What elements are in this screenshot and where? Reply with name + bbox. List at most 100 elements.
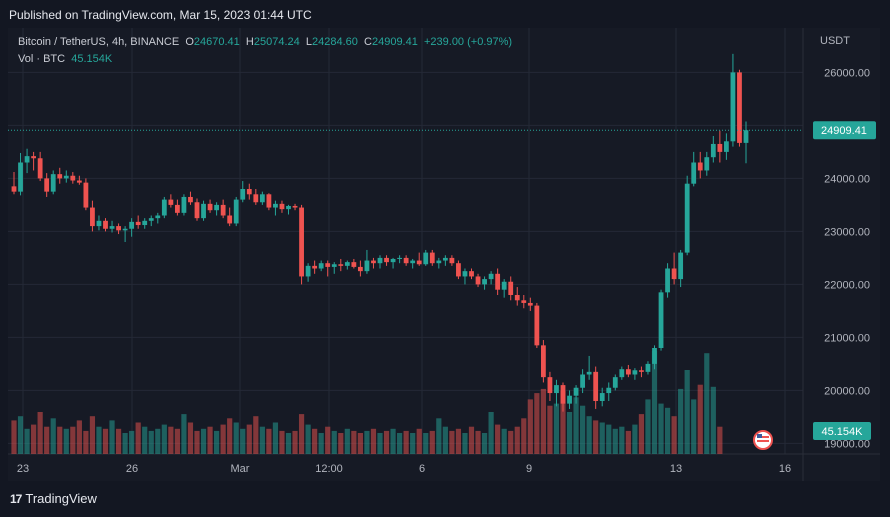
candle-body <box>344 262 350 266</box>
volume-bar <box>11 420 17 454</box>
candle-body <box>318 263 324 269</box>
candle-body <box>737 72 742 143</box>
candle-body <box>305 265 311 277</box>
flag-canton-icon <box>757 434 762 438</box>
volume-bar <box>416 428 422 454</box>
last-price-tag: 24909.41 <box>821 125 867 137</box>
volume-bar <box>344 428 350 454</box>
x-tick-label: 12:00 <box>315 463 343 475</box>
volume-bar <box>481 433 488 454</box>
volume-bar <box>377 433 383 454</box>
volume-label: Vol · BTC <box>18 53 66 65</box>
candle-body <box>351 262 357 267</box>
tradingview-footer[interactable]: 17 TradingView <box>10 491 97 506</box>
volume-bar <box>560 391 566 454</box>
candle-body <box>103 220 108 229</box>
candle-body <box>181 196 187 213</box>
candle-body <box>266 194 272 208</box>
volume-bar <box>200 428 207 454</box>
y-tick-label: 26000.00 <box>824 67 870 79</box>
candle-body <box>416 260 422 265</box>
last-price-tag-bg <box>813 121 876 140</box>
open-value: 24670.41 <box>193 36 240 48</box>
candle-body <box>691 162 697 184</box>
volume-bar <box>508 430 514 454</box>
candle-body <box>508 281 514 295</box>
volume-bar <box>566 412 573 454</box>
y-tick-label: 19000.00 <box>824 438 870 450</box>
volume-bar <box>142 426 148 454</box>
low-value: 24284.60 <box>312 36 358 48</box>
volume-bar <box>397 433 403 454</box>
candle-body <box>253 194 259 203</box>
volume-bar <box>338 433 344 454</box>
volume-bar <box>253 416 259 454</box>
candle-body <box>390 258 396 263</box>
volume-bar <box>488 412 494 454</box>
brand-label: TradingView <box>25 491 97 506</box>
volume-bar <box>155 428 161 454</box>
volume-bar <box>181 414 187 454</box>
volume-bar <box>70 426 76 454</box>
volume-bar <box>495 424 501 454</box>
candle-body <box>429 252 435 264</box>
candle-body <box>501 281 507 290</box>
volume-bar <box>403 430 409 454</box>
candle-body <box>665 268 670 293</box>
candle-body <box>90 207 95 227</box>
flag-stripe-icon <box>757 440 769 442</box>
candle-body <box>547 377 553 394</box>
candle-body <box>116 226 121 231</box>
x-tick-label: 13 <box>670 463 682 475</box>
volume-bar <box>684 370 690 454</box>
chart-legend: Bitcoin / TetherUS, 4h, BINANCE O24670.4… <box>18 36 512 48</box>
candle-body <box>155 215 161 219</box>
volume-bar <box>96 426 102 454</box>
candle-body <box>599 393 605 401</box>
change-value: +239.00 (+0.97%) <box>423 36 513 48</box>
candle-body <box>201 203 206 219</box>
candlestick-chart-svg[interactable]: 19000.00 20000.00 21000.00 22000.00 23000.00… <box>8 28 880 481</box>
candle-body <box>50 174 56 192</box>
high-label: H <box>245 36 254 48</box>
x-tick-label: 16 <box>779 463 791 475</box>
candle-body <box>397 257 403 259</box>
volume-bar <box>259 426 265 454</box>
candle-body <box>723 141 729 152</box>
volume-bar <box>17 416 24 454</box>
price-chart[interactable]: 19000.00 20000.00 21000.00 22000.00 23000.00… <box>8 28 880 481</box>
candle-body <box>567 395 572 404</box>
volume-bar <box>501 428 507 454</box>
candle-body <box>371 260 376 264</box>
candle-body <box>521 300 527 303</box>
volume-bar <box>547 405 553 454</box>
volume-bar <box>135 422 141 454</box>
volume-bar <box>89 416 96 454</box>
published-label: Published on TradingView.com, Mar 15, 20… <box>9 8 312 22</box>
volume-bar <box>710 386 716 454</box>
candle-body <box>442 257 448 261</box>
volume-bar <box>625 430 631 454</box>
volume-bar <box>174 428 180 454</box>
candle-body <box>456 263 461 277</box>
volume-bar <box>586 416 592 454</box>
candle-body <box>227 215 233 224</box>
volume-bar <box>312 428 318 454</box>
candle-body <box>469 271 474 277</box>
candle-body <box>514 295 520 301</box>
volume-bar <box>449 430 455 454</box>
volume-bar <box>553 403 560 454</box>
candle-body <box>292 205 298 208</box>
volume-bar <box>475 430 481 454</box>
volume-bar <box>272 422 279 454</box>
candle-body <box>129 221 135 229</box>
volume-bar <box>50 418 56 454</box>
candle-body <box>612 377 618 388</box>
volume-bar <box>619 426 625 454</box>
candle-body <box>743 130 749 143</box>
candle-body <box>279 203 285 210</box>
open-label: O <box>185 36 194 48</box>
volume-bar <box>364 430 370 454</box>
candle-body <box>70 175 76 181</box>
candle-body <box>299 207 304 277</box>
